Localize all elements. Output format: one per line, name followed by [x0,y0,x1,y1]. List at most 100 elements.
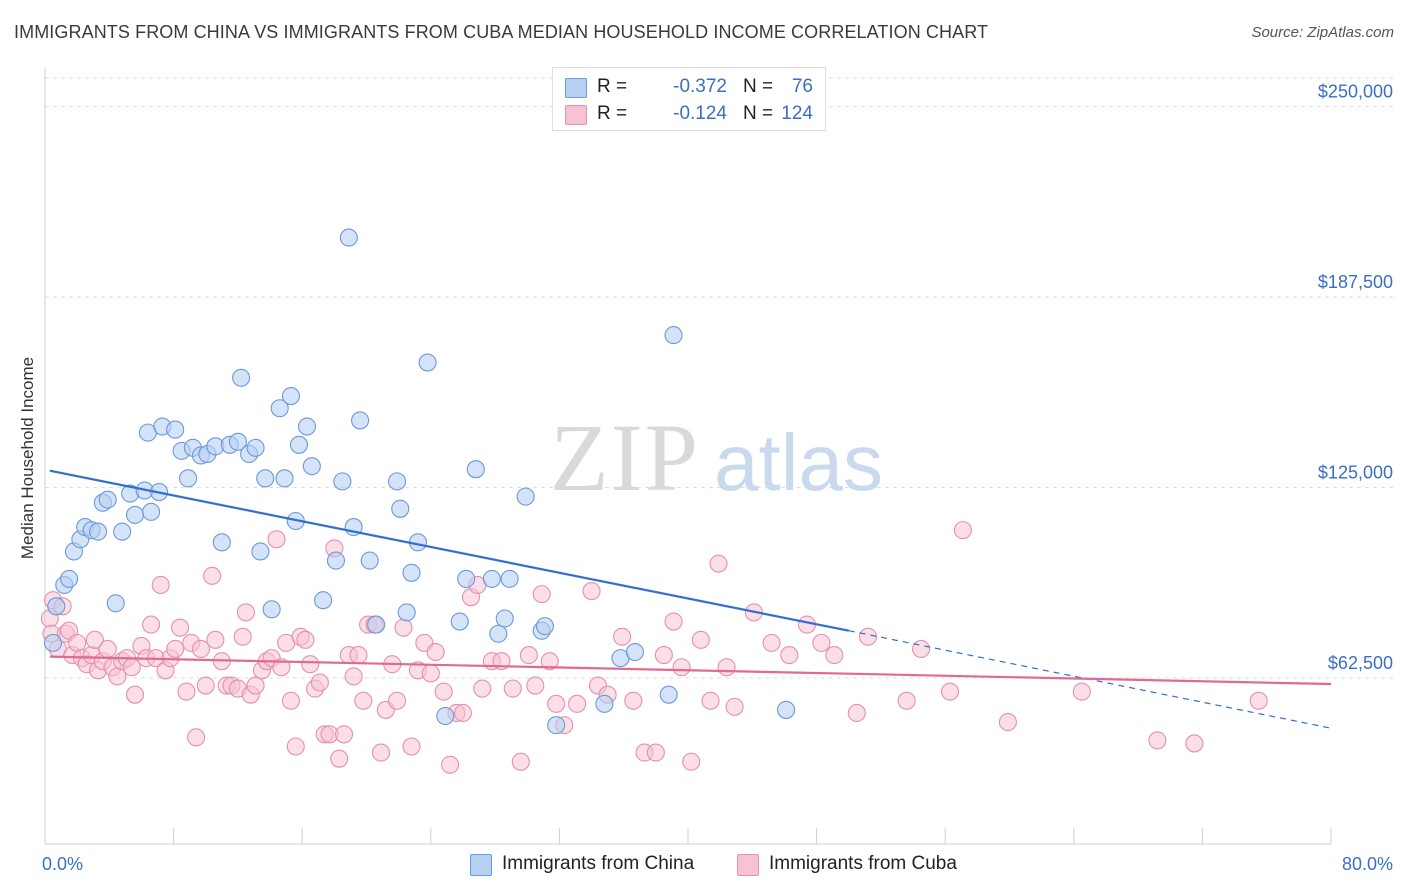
series-china-points [43,228,796,735]
cuba-data-point [402,737,421,756]
china-data-point [339,228,358,247]
cuba-data-point [434,682,453,701]
cuba-data-point [547,694,566,713]
china-data-point [281,387,300,406]
cuba-data-point [664,612,683,631]
legend-china-label: Immigrants from China [502,853,695,874]
cuba-data-point [1249,691,1268,710]
cuba-r-label: R = [597,103,628,124]
cuba-data-point [196,676,215,695]
china-data-point [402,563,421,582]
cuba-data-point [334,725,354,744]
cuba-data-point [349,646,368,665]
china-trend-line [49,469,849,632]
china-data-point [179,469,198,488]
cuba-data-point [85,630,104,649]
cuba-data-point [187,728,206,747]
china-data-point [495,609,514,628]
cuba-data-point [267,530,286,549]
cuba-data-point [717,658,736,677]
cuba-data-point [646,743,665,762]
china-data-point [482,569,501,588]
china-data-point [777,700,796,719]
china-data-point [516,487,535,506]
china-data-point [60,569,79,588]
cuba-data-point [191,639,210,659]
cuba-data-point [1072,682,1091,701]
trend-lines [49,469,1332,729]
china-data-point [360,551,379,570]
cuba-data-point [897,691,916,710]
cuba-data-point [426,642,445,662]
cuba-data-point [344,667,363,686]
china-data-point [275,469,294,488]
x-tick-label: 0.0% [42,854,83,874]
china-data-point [450,612,469,631]
y-tick-label: $250,000 [1318,82,1393,102]
cuba-data-point [122,658,141,677]
legend-cuba-label: Immigrants from Cuba [769,853,957,874]
cuba-data-point [142,615,161,634]
cuba-data-point [170,618,190,637]
cuba-data-point [1148,731,1167,750]
china-data-point [88,522,108,541]
y-tick-label: $187,500 [1318,272,1393,292]
china-data-point [457,569,476,588]
cuba-data-point [624,691,643,710]
cuba-data-point [371,743,391,762]
cuba-data-point [825,646,844,665]
china-data-point [246,438,265,457]
cuba-data-point [421,664,440,683]
china-data-point [297,417,317,436]
china-data-point [98,490,117,509]
cuba-data-point [654,646,673,665]
cuba-data-point [125,685,145,704]
china-data-point [391,499,410,518]
cuba-data-point [98,639,117,659]
china-data-point [289,435,309,454]
cuba-data-point [912,639,931,659]
cuba-data-point [532,585,551,604]
china-data-point [547,716,566,735]
cuba-swatch [565,105,587,125]
watermark-atlas: atlas [714,418,883,507]
y-tick-label: $125,000 [1318,462,1393,482]
cuba-data-point [847,703,866,723]
cuba-data-point [762,633,781,652]
cuba-data-point [301,655,320,674]
cuba-data-point [177,682,196,701]
cuba-data-point [108,667,127,686]
cuba-n-value: 124 [781,103,813,124]
china-data-point [367,615,386,634]
cuba-data-point [780,646,799,665]
cuba-data-point [682,752,701,771]
cuba-data-point [286,737,305,756]
cuba-data-point [940,682,960,701]
cuba-data-point [394,618,413,637]
cuba-data-point [151,575,170,595]
china-data-point [595,694,614,713]
legend-cuba-swatch [737,854,759,876]
china-data-point [397,603,416,622]
stats-box: R = -0.372 N = 76 R = -0.124 N = 124 [552,67,826,131]
cuba-data-point [387,691,407,710]
china-swatch [565,78,587,98]
cuba-data-point [691,630,710,649]
cuba-data-point [354,691,373,710]
cuba-data-point [310,673,329,692]
cuba-data-point [858,627,878,646]
china-data-point [436,706,455,726]
y-axis-label: Median Household Income [18,357,37,559]
cuba-data-point [68,633,87,652]
china-data-point [212,533,231,552]
cuba-data-point [701,691,720,710]
watermark-zip: ZIP [550,404,700,511]
x-tick-labels: 0.0% 80.0% [42,854,1393,874]
china-data-point [228,432,247,451]
cuba-data-point [582,582,601,601]
china-data-point [664,326,683,345]
china-n-label: N = [743,76,774,97]
cuba-data-point [281,691,300,710]
chart-title: IMMIGRANTS FROM CHINA VS IMMIGRANTS FROM… [14,22,989,42]
